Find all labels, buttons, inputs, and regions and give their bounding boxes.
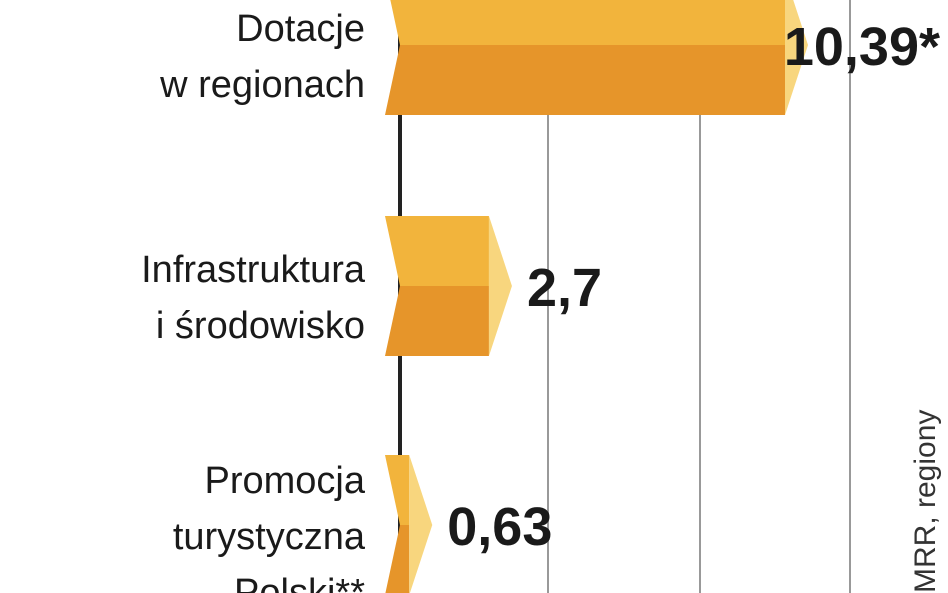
bar-end (785, 0, 809, 115)
bar (385, 216, 512, 356)
bar (385, 0, 809, 115)
value-label: 10,39* (784, 17, 940, 77)
bar-end (488, 216, 512, 356)
bar-bottom (385, 286, 489, 356)
bar-end (409, 455, 433, 593)
value-label: 0,63 (447, 497, 552, 557)
bar-bottom (385, 525, 410, 593)
value-label: 2,7 (527, 258, 602, 318)
category-label: Infrastruktura (141, 249, 366, 291)
bar-top (385, 216, 489, 286)
category-label: Polski** (234, 572, 365, 593)
bar-top (385, 455, 410, 525)
category-label: i środowisko (156, 305, 365, 347)
bar-bottom (385, 45, 786, 115)
category-label: Dotacje (236, 8, 365, 50)
category-label: Promocja (205, 460, 366, 502)
category-label: turystyczna (173, 516, 366, 558)
bar (385, 455, 433, 593)
category-label: w regionach (159, 64, 365, 106)
bar-top (390, 0, 786, 45)
source: MRR, regiony (909, 410, 942, 593)
